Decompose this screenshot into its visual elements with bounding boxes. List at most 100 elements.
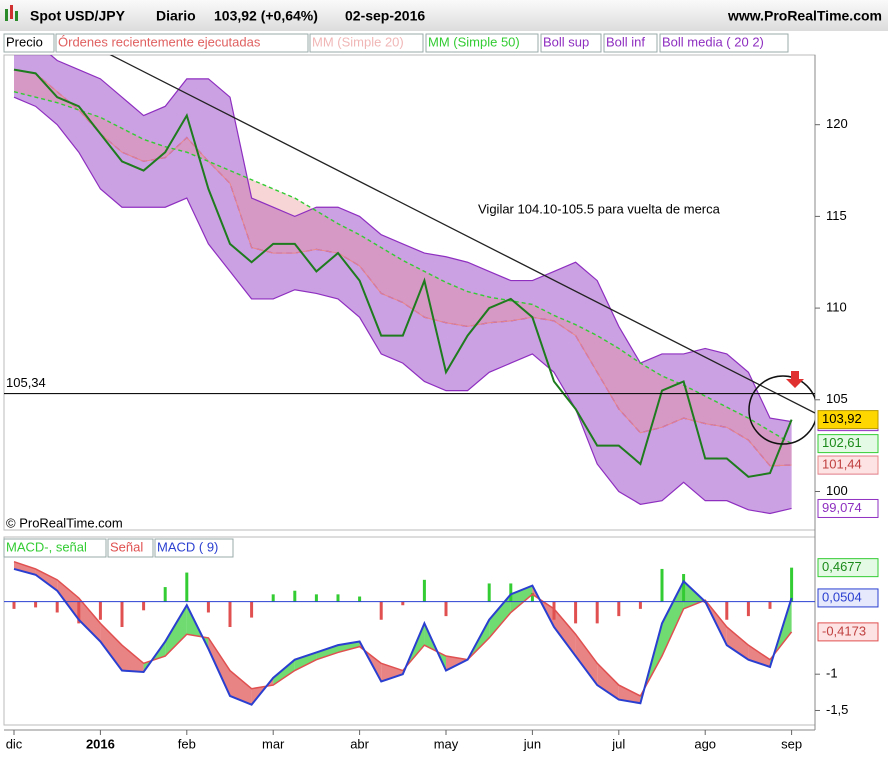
macd-line bbox=[13, 567, 793, 706]
legend-label[interactable]: MM (Simple 50) bbox=[428, 34, 520, 49]
y-tick-label: 105 bbox=[826, 391, 848, 406]
watermark: © ProRealTime.com bbox=[6, 515, 123, 530]
histogram-bar bbox=[55, 601, 59, 613]
boll-inf-line bbox=[13, 96, 792, 515]
x-tick-label: sep bbox=[781, 736, 802, 751]
quote: 103,92 (+0,64%) bbox=[214, 8, 318, 24]
x-tick-label: jul bbox=[611, 736, 625, 751]
histogram-bar bbox=[725, 601, 729, 620]
histogram-bar bbox=[638, 601, 642, 609]
histogram-bar bbox=[595, 601, 599, 624]
histogram-bar bbox=[34, 601, 38, 608]
histogram-bar bbox=[163, 587, 167, 602]
bollinger-band bbox=[14, 55, 792, 514]
last-value-box bbox=[817, 455, 879, 475]
trend-line bbox=[109, 55, 815, 414]
legend-label[interactable]: Órdenes recientemente ejecutadas bbox=[58, 34, 261, 49]
macd-fill bbox=[316, 645, 338, 660]
histogram-bar bbox=[228, 601, 232, 628]
price-plot: Vigilar 104.10-105.5 para vuelta de merc… bbox=[13, 55, 793, 515]
macd-fill bbox=[575, 634, 598, 686]
legend-item[interactable] bbox=[55, 33, 309, 53]
mm20-line bbox=[13, 69, 792, 467]
histogram-bar bbox=[185, 572, 189, 602]
macd-fill bbox=[618, 685, 641, 704]
last-value-box bbox=[817, 434, 879, 454]
histogram-bar bbox=[12, 601, 16, 609]
legend-item[interactable] bbox=[603, 33, 658, 53]
legend-label[interactable]: MM (Simple 20) bbox=[312, 34, 404, 49]
y-tick-label: 110 bbox=[826, 300, 847, 315]
histogram-bar bbox=[444, 601, 448, 617]
last-value-box bbox=[817, 588, 879, 608]
histogram-bar bbox=[530, 592, 534, 602]
instrument: Spot USD/JPY bbox=[30, 8, 126, 24]
y-tick-label: -1,5 bbox=[826, 702, 848, 717]
macd-plot bbox=[12, 560, 794, 706]
macd-fill bbox=[230, 670, 252, 705]
histogram-bar bbox=[293, 590, 297, 602]
ma-fill bbox=[14, 69, 792, 466]
last-value-label: 99,074 bbox=[822, 500, 862, 515]
legend-label[interactable]: MACD-, señal bbox=[6, 539, 87, 554]
macd-fill bbox=[726, 627, 749, 660]
last-value-label: 0,0504 bbox=[822, 589, 862, 604]
histogram-bar bbox=[336, 594, 340, 602]
x-tick-label: abr bbox=[350, 736, 369, 751]
legend-label[interactable]: Boll media ( 20 2) bbox=[662, 34, 764, 49]
macd-fill bbox=[597, 663, 619, 700]
histogram-bar bbox=[401, 601, 405, 606]
x-tick-label: may bbox=[434, 736, 459, 751]
y-tick-label: 115 bbox=[826, 208, 847, 223]
period: Diario bbox=[156, 8, 196, 24]
legend-label[interactable]: Boll inf bbox=[606, 34, 645, 49]
macd-fill bbox=[165, 605, 187, 657]
legend-item[interactable] bbox=[309, 33, 424, 53]
macd-fill bbox=[273, 659, 295, 686]
legend-item[interactable] bbox=[659, 33, 789, 53]
macd-fill bbox=[381, 663, 403, 682]
signal-line bbox=[13, 560, 793, 697]
legend-label[interactable]: Señal bbox=[110, 539, 143, 554]
legend-item[interactable] bbox=[107, 538, 154, 558]
x-tick-label: feb bbox=[178, 736, 196, 751]
legend-item[interactable] bbox=[3, 33, 55, 53]
last-value-label: 103,92 bbox=[822, 411, 862, 426]
histogram-bar bbox=[617, 601, 621, 617]
level-label: 105,34 bbox=[6, 375, 46, 390]
last-value-box bbox=[817, 558, 879, 578]
x-tick-label: 2016 bbox=[86, 736, 115, 751]
annotation: Vigilar 104.10-105.5 para vuelta de merc… bbox=[478, 201, 721, 216]
histogram-bar bbox=[250, 601, 254, 618]
legend-label[interactable]: MACD ( 9) bbox=[157, 539, 218, 554]
histogram-bar bbox=[768, 601, 772, 609]
x-tick-label: jun bbox=[523, 736, 541, 751]
legend-item[interactable] bbox=[3, 538, 107, 558]
arrow-down bbox=[786, 371, 804, 388]
histogram-bar bbox=[314, 594, 318, 602]
macd-fill bbox=[554, 608, 576, 657]
last-value-box bbox=[817, 498, 879, 518]
histogram-bar bbox=[487, 583, 491, 602]
last-value-label: -0,4173 bbox=[822, 623, 866, 638]
price-line bbox=[13, 68, 793, 478]
macd-fill bbox=[100, 623, 122, 671]
boll-sup-line bbox=[49, 55, 792, 423]
histogram-bar bbox=[358, 596, 362, 602]
legend-item[interactable] bbox=[540, 33, 602, 53]
legend-label[interactable]: Boll sup bbox=[543, 34, 589, 49]
highlight-circle bbox=[748, 375, 815, 445]
last-value-label: 102,61 bbox=[822, 435, 862, 450]
axes: 10010511011512099,074101,44101,44102,611… bbox=[13, 116, 879, 735]
x-tick-label: mar bbox=[262, 736, 285, 751]
legend-item[interactable] bbox=[425, 33, 539, 53]
legend-item[interactable] bbox=[154, 538, 234, 558]
histogram-bar bbox=[379, 601, 383, 620]
y-tick-label: -1 bbox=[826, 666, 838, 681]
macd-fill bbox=[489, 594, 511, 638]
legend-label[interactable]: Precio bbox=[6, 34, 43, 49]
macd-fill bbox=[208, 637, 230, 696]
y-tick-label: 100 bbox=[826, 483, 848, 498]
macd-fill bbox=[294, 652, 317, 671]
